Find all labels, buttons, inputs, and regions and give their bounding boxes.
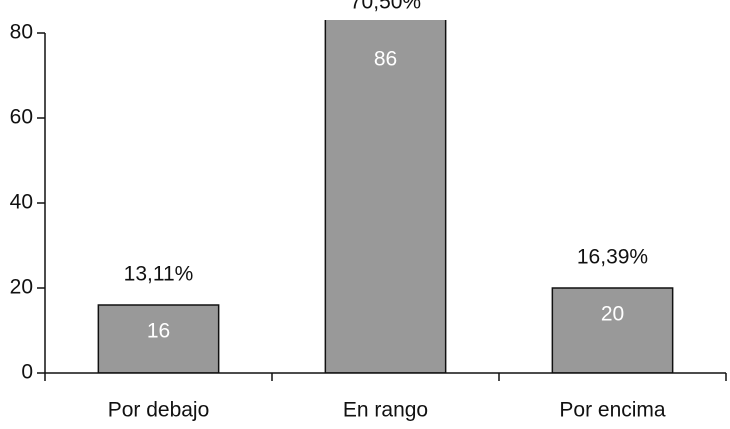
y-tick-label: 80 — [10, 21, 33, 44]
value-label: 86 — [374, 48, 397, 71]
value-label: 20 — [601, 303, 624, 326]
x-tick-label: En rango — [343, 399, 428, 422]
percent-label: 16,39% — [577, 246, 648, 269]
bar — [324, 20, 447, 373]
percent-label: 13,11% — [124, 263, 194, 286]
bar — [551, 287, 674, 373]
x-tick-label: Por debajo — [108, 399, 210, 422]
value-label: 16 — [147, 320, 170, 343]
y-tick-label: 0 — [21, 361, 33, 384]
y-tick-label: 60 — [10, 106, 33, 129]
y-tick-label: 20 — [10, 276, 33, 299]
y-tick-label: 40 — [10, 191, 33, 214]
percent-label: 70,50% — [350, 0, 421, 14]
bar — [97, 304, 220, 373]
x-tick-label: Por encima — [559, 399, 666, 422]
